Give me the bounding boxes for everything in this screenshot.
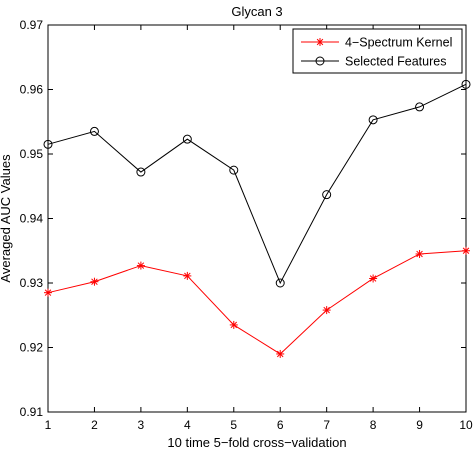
y-axis: 0.91 0.92 0.93 0.94 0.95 0.96 0.97	[20, 18, 466, 419]
legend-entry: 4−Spectrum Kernel	[301, 36, 452, 50]
data-point-marker	[322, 190, 332, 200]
data-point-marker	[136, 261, 145, 270]
x-tick-label: 2	[91, 418, 98, 432]
x-axis-title: 10 time 5−fold cross−validation	[167, 435, 346, 450]
y-tick-label: 0.94	[20, 212, 44, 226]
data-point-marker	[89, 126, 99, 136]
y-axis-title: Averaged AUC Values	[0, 154, 13, 283]
y-tick-label: 0.92	[20, 341, 44, 355]
data-point-marker	[183, 271, 192, 280]
series-line	[47, 250, 467, 355]
y-tick-label: 0.95	[20, 147, 44, 161]
data-point-marker	[315, 56, 325, 66]
legend-label: 4−Spectrum Kernel	[345, 36, 452, 50]
x-axis: 1 2 3 4 5 6 7 8 9 10	[45, 25, 473, 432]
plot-frame	[47, 24, 467, 413]
y-tick-label: 0.91	[20, 405, 44, 419]
data-point-marker	[182, 134, 192, 144]
data-point-marker	[316, 38, 324, 46]
data-point-marker	[368, 115, 378, 125]
data-point-marker	[461, 79, 471, 89]
x-tick-label: 4	[184, 418, 191, 432]
data-point-marker	[275, 278, 285, 288]
x-tick-label: 8	[370, 418, 377, 432]
data-point-marker	[276, 349, 285, 358]
x-tick-label: 9	[416, 418, 423, 432]
x-tick-label: 3	[138, 418, 145, 432]
series-1	[43, 79, 471, 288]
legend-label: Selected Features	[345, 55, 446, 69]
y-tick-label: 0.97	[20, 18, 44, 32]
legend-entry: Selected Features	[301, 55, 446, 69]
data-point-marker	[136, 167, 146, 177]
y-tick-label: 0.93	[20, 276, 44, 290]
y-tick-label: 0.96	[20, 83, 44, 97]
data-point-marker	[322, 306, 331, 315]
data-point-marker	[415, 249, 424, 258]
data-point-marker	[369, 274, 378, 283]
data-point-marker	[43, 139, 53, 149]
data-point-marker	[229, 165, 239, 175]
series-0	[44, 246, 470, 358]
x-tick-label: 6	[277, 418, 284, 432]
x-tick-label: 5	[230, 418, 237, 432]
legend-box	[292, 28, 463, 74]
data-point-marker	[462, 246, 470, 255]
data-point-marker	[415, 102, 425, 112]
data-point-marker	[90, 277, 99, 286]
x-tick-label: 1	[45, 418, 52, 432]
series-layer	[43, 79, 471, 358]
x-tick-label: 10	[459, 418, 473, 432]
data-point-marker	[44, 288, 52, 297]
legend: 4−Spectrum Kernel Selected Features	[292, 28, 463, 74]
chart-title: Glycan 3	[231, 4, 282, 19]
series-line	[47, 83, 467, 285]
x-tick-label: 7	[323, 418, 330, 432]
data-point-marker	[229, 320, 238, 329]
